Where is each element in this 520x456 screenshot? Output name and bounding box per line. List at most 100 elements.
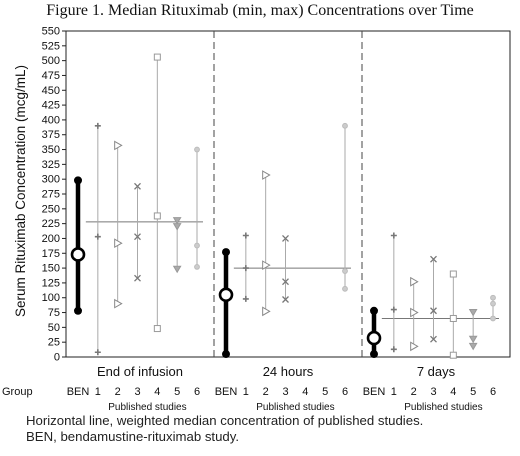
y-tick-label: 500	[42, 55, 60, 67]
study-3-marker	[134, 233, 141, 241]
ben-min-point	[370, 350, 378, 359]
study-5-marker	[172, 223, 182, 231]
study-6-marker	[490, 294, 496, 301]
study-3-marker	[134, 274, 141, 282]
plot-area: 0255075100125150175200225250275300325350…	[2, 26, 511, 410]
chart-title: Figure 1. Median Rituximab (min, max) Co…	[46, 2, 474, 19]
study-3-marker	[430, 255, 437, 263]
ben-max-point	[370, 306, 378, 315]
y-tick-label: 300	[42, 174, 60, 186]
study-5-marker	[172, 265, 182, 274]
study-6-marker	[342, 285, 348, 292]
group-label: 3	[430, 386, 436, 398]
published-studies-label: Published studies	[404, 402, 482, 410]
study-1-marker	[390, 346, 397, 353]
group-label: 1	[243, 386, 249, 398]
ben-max-point	[222, 248, 230, 257]
study-3-marker	[282, 278, 289, 286]
y-tick-label: 125	[42, 277, 60, 289]
group-label: 3	[282, 386, 288, 398]
y-tick-label: 275	[42, 189, 60, 201]
study-1-marker	[94, 233, 101, 240]
ben-median-point	[218, 287, 234, 303]
study-1-marker	[390, 232, 397, 239]
group-label: 5	[174, 386, 180, 398]
study-4-marker	[449, 314, 457, 322]
y-tick-label: 400	[42, 114, 60, 126]
study-3-marker	[430, 335, 437, 343]
study-6-marker	[490, 300, 496, 307]
group-label: BEN	[67, 386, 90, 398]
group-label: BEN	[215, 386, 238, 398]
plot-frame	[65, 30, 511, 358]
study-4-marker	[153, 53, 161, 61]
ben-max-point	[74, 176, 82, 185]
study-6-marker	[342, 122, 348, 129]
study-1-marker	[94, 349, 101, 356]
y-tick-label: 200	[42, 233, 60, 245]
study-3-marker	[134, 182, 141, 190]
y-tick-label: 175	[42, 248, 60, 260]
study-1-marker	[242, 265, 249, 272]
study-4-marker	[449, 270, 457, 278]
published-studies-label: Published studies	[108, 402, 186, 410]
y-tick-label: 375	[42, 129, 60, 141]
study-6-marker	[342, 268, 348, 274]
group-label: 1	[391, 386, 397, 398]
study-2-marker	[410, 341, 419, 352]
study-2-marker	[262, 260, 271, 270]
study-4-marker	[449, 351, 457, 359]
group-label: 4	[154, 386, 160, 398]
group-label: 6	[194, 386, 200, 398]
study-1-marker	[390, 306, 397, 313]
study-4-marker	[153, 325, 161, 333]
y-tick-label: 550	[42, 26, 60, 38]
y-tick-label: 0	[54, 352, 60, 364]
ben-min-point	[74, 306, 82, 315]
study-2-marker	[114, 298, 123, 309]
caption-line-1: Horizontal line, weighted median concent…	[26, 413, 424, 428]
study-5-marker	[468, 335, 478, 344]
y-tick-label: 75	[48, 307, 60, 319]
group-label: 2	[263, 386, 269, 398]
group-label: BEN	[363, 386, 386, 398]
study-1-marker	[94, 122, 101, 129]
study-6-marker	[194, 146, 200, 153]
ben-min-point	[222, 350, 230, 359]
y-tick-label: 325	[42, 159, 60, 171]
study-3-marker	[430, 307, 437, 315]
rituximab-concentration-chart: Serum Rituximab Concentration (mcg/mL) 0…	[2, 26, 511, 410]
y-tick-label: 150	[42, 263, 60, 275]
y-tick-label: 525	[42, 40, 60, 52]
study-5-marker	[468, 309, 478, 317]
group-label: 4	[302, 386, 308, 398]
group-label: 1	[95, 386, 101, 398]
group-label: 5	[322, 386, 328, 398]
study-3-marker	[282, 296, 289, 303]
study-5-marker	[172, 217, 182, 225]
study-5-marker	[468, 342, 478, 351]
study-2-marker	[114, 238, 123, 249]
panel-label: 24 hours	[263, 364, 314, 379]
study-6-marker	[490, 315, 496, 322]
study-1-marker	[242, 295, 249, 302]
study-6-marker	[194, 264, 200, 270]
group-label: 2	[411, 386, 417, 398]
panel-label: End of infusion	[97, 364, 183, 379]
y-tick-label: 25	[48, 337, 60, 349]
y-tick-label: 225	[42, 218, 60, 230]
y-tick-label: 250	[42, 203, 60, 215]
ben-median-point	[70, 247, 86, 262]
y-tick-label: 350	[42, 144, 60, 156]
y-tick-label: 50	[48, 322, 60, 334]
study-3-marker	[282, 234, 289, 242]
group-label: 6	[490, 386, 496, 398]
study-2-marker	[262, 170, 271, 180]
study-4-marker	[153, 212, 161, 220]
y-tick-label: 100	[42, 292, 60, 304]
y-tick-label: 450	[42, 85, 60, 97]
study-2-marker	[410, 307, 419, 318]
y-tick-label: 475	[42, 70, 60, 82]
group-label: 5	[470, 386, 476, 398]
published-studies-label: Published studies	[256, 402, 334, 410]
